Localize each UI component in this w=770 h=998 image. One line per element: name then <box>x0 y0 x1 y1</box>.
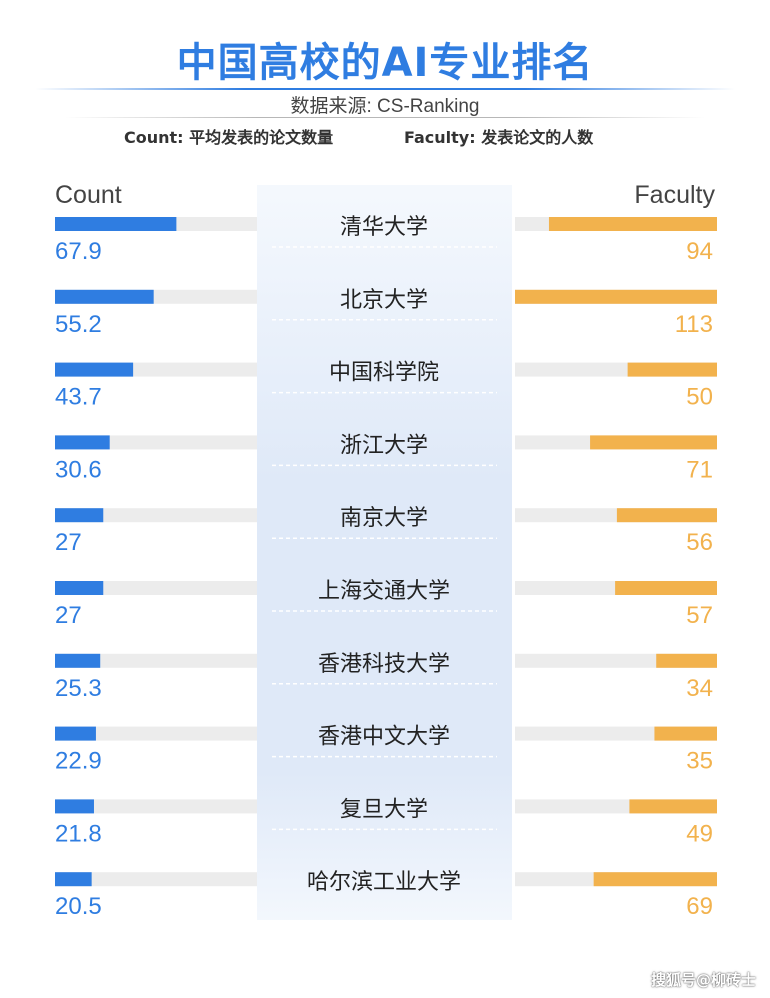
faculty-value-label: 69 <box>686 893 713 920</box>
count-value-label: 27 <box>55 529 82 556</box>
university-name-band <box>257 185 512 920</box>
faculty-bar <box>515 289 717 304</box>
count-bar-track <box>55 653 257 668</box>
university-name: 香港科技大学 <box>318 652 450 677</box>
count-value-label: 21.8 <box>55 820 102 847</box>
count-value-label: 20.5 <box>55 893 102 920</box>
title-divider <box>35 88 735 90</box>
university-name: 上海交通大学 <box>318 579 450 604</box>
count-bar-track <box>55 726 257 741</box>
faculty-legend-note: Faculty: 发表论文的人数 <box>404 128 594 147</box>
chart-title: 中国高校的AI专业排名 <box>176 40 594 86</box>
count-bar <box>55 435 110 450</box>
count-value-label: 43.7 <box>55 384 102 411</box>
university-name: 南京大学 <box>340 506 428 531</box>
faculty-bar <box>616 508 717 523</box>
count-value-label: 27 <box>55 602 82 629</box>
count-value-label: 67.9 <box>55 238 102 265</box>
faculty-column-header: Faculty <box>634 181 715 209</box>
university-name: 浙江大学 <box>340 433 428 458</box>
subtitle-divider <box>65 117 705 118</box>
count-bar <box>55 289 154 304</box>
university-name: 哈尔滨工业大学 <box>307 870 461 895</box>
faculty-bar <box>629 799 717 814</box>
watermark: 搜狐号@柳砖士 <box>650 971 756 989</box>
faculty-value-label: 50 <box>686 384 713 411</box>
faculty-value-label: 113 <box>675 311 713 338</box>
faculty-value-label: 57 <box>686 602 713 629</box>
count-bar-track <box>55 508 257 523</box>
faculty-value-label: 94 <box>686 238 713 265</box>
faculty-value-label: 49 <box>686 820 713 847</box>
count-bar <box>55 581 104 595</box>
count-bar <box>55 726 96 741</box>
university-name: 清华大学 <box>340 215 428 240</box>
count-bar <box>55 872 92 887</box>
count-bar-track <box>55 799 257 814</box>
faculty-bar <box>654 726 717 741</box>
faculty-bar <box>656 653 717 668</box>
university-name: 复旦大学 <box>340 797 428 822</box>
count-bar-track <box>55 581 257 595</box>
faculty-bar <box>548 217 717 231</box>
faculty-bar <box>590 435 717 450</box>
count-legend-note: Count: 平均发表的论文数量 <box>124 128 334 147</box>
count-value-label: 30.6 <box>55 456 102 483</box>
faculty-bar <box>627 362 717 377</box>
faculty-bar <box>593 872 717 887</box>
data-source: 数据来源: CS-Ranking <box>290 96 480 117</box>
faculty-value-label: 56 <box>686 529 713 556</box>
count-bar <box>55 508 104 523</box>
university-name: 北京大学 <box>340 288 428 313</box>
count-value-label: 22.9 <box>55 748 102 775</box>
university-name: 香港中文大学 <box>318 725 450 750</box>
faculty-value-label: 34 <box>686 675 713 702</box>
faculty-value-label: 71 <box>686 456 713 483</box>
faculty-bar <box>615 581 717 595</box>
count-column-header: Count <box>55 181 122 209</box>
university-name: 中国科学院 <box>329 361 439 386</box>
count-bar <box>55 362 134 377</box>
count-bar <box>55 653 101 668</box>
count-bar <box>55 799 94 814</box>
count-value-label: 55.2 <box>55 311 102 338</box>
count-value-label: 25.3 <box>55 675 102 702</box>
count-bar <box>55 217 177 231</box>
count-bar-track <box>55 872 257 887</box>
faculty-value-label: 35 <box>686 748 713 775</box>
